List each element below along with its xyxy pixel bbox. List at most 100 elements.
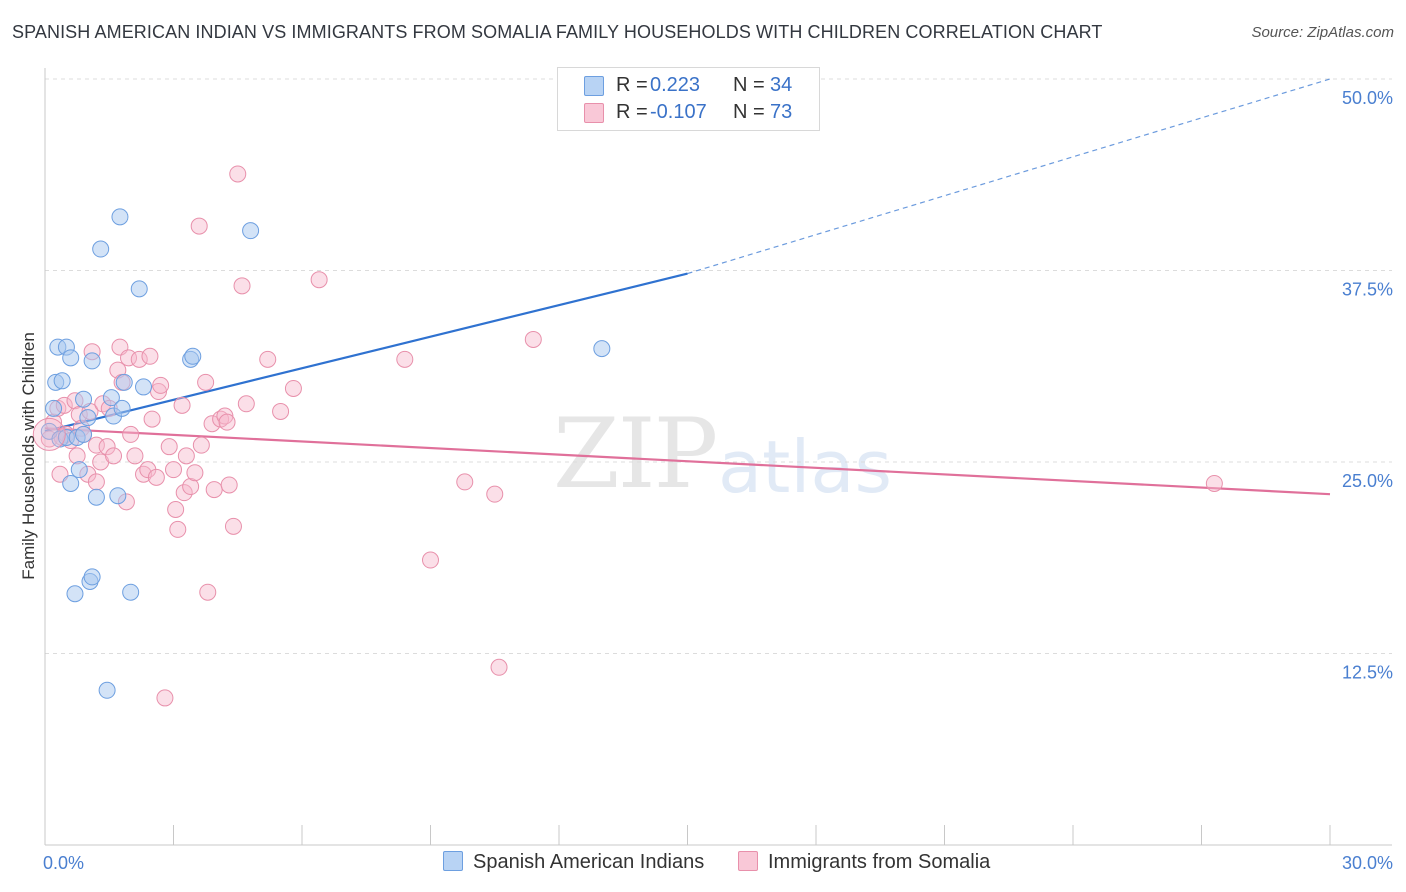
point-immigrants-from-somalia xyxy=(310,271,328,289)
point-immigrants-from-somalia xyxy=(224,517,242,535)
point-immigrants-from-somalia xyxy=(169,520,187,538)
n-label: N = xyxy=(733,74,765,96)
pink-swatch xyxy=(738,851,758,871)
legend-item-spanish-american-indians: Spanish American Indians xyxy=(443,851,704,874)
point-spanish-american-indians xyxy=(242,222,260,240)
point-spanish-american-indians xyxy=(184,347,202,365)
point-immigrants-from-somalia xyxy=(259,350,277,368)
point-immigrants-from-somalia xyxy=(220,476,238,494)
point-immigrants-from-somalia xyxy=(120,349,138,367)
point-spanish-american-indians xyxy=(79,409,97,427)
point-immigrants-from-somalia xyxy=(182,478,200,496)
point-immigrants-from-somalia xyxy=(98,438,116,456)
trend-line-immigrants-from-somalia xyxy=(44,427,1331,496)
point-spanish-american-indians xyxy=(593,340,611,358)
point-cluster xyxy=(32,417,66,451)
point-immigrants-from-somalia xyxy=(156,689,174,707)
point-immigrants-from-somalia xyxy=(147,468,165,486)
point-immigrants-from-somalia xyxy=(237,395,255,413)
pink-swatch xyxy=(584,103,604,123)
blue-swatch xyxy=(443,851,463,871)
axis-labels: 12.5% 25.0% 37.5% 50.0% 0.0% 30.0% Family Hous… xyxy=(19,88,1393,873)
y-tick-label: 12.5% xyxy=(1342,663,1393,683)
watermark-zip: ZIP xyxy=(553,398,718,510)
point-immigrants-from-somalia xyxy=(197,373,215,391)
point-spanish-american-indians xyxy=(92,240,110,258)
axes xyxy=(44,68,1392,846)
point-immigrants-from-somalia xyxy=(422,551,439,569)
point-immigrants-from-somalia xyxy=(205,481,223,499)
point-immigrants-from-somalia xyxy=(192,436,210,454)
point-immigrants-from-somalia xyxy=(87,436,105,454)
point-spanish-american-indians xyxy=(115,373,133,391)
n-value: 34 xyxy=(770,74,793,96)
n-value: 73 xyxy=(770,101,793,123)
point-spanish-american-indians xyxy=(122,583,140,601)
r-value: -0.107 xyxy=(650,101,707,123)
point-immigrants-from-somalia xyxy=(122,425,140,443)
point-spanish-american-indians xyxy=(70,461,88,479)
series-legend: Spanish American Indians Immigrants from… xyxy=(0,851,1406,879)
trend-line-extension xyxy=(687,78,1331,275)
point-immigrants-from-somalia xyxy=(1205,474,1223,492)
point-spanish-american-indians xyxy=(75,390,93,408)
point-spanish-american-indians xyxy=(75,425,93,443)
x-tick-label: 0.0% xyxy=(43,853,84,873)
source-credit: Source: ZipAtlas.com xyxy=(1251,24,1394,41)
correlation-legend: R = 0.223 N = 34 R = -0.107 N = 73 xyxy=(557,67,820,131)
point-spanish-american-indians xyxy=(83,352,101,370)
point-spanish-american-indians xyxy=(111,208,129,226)
point-immigrants-from-somalia xyxy=(160,438,178,456)
point-immigrants-from-somalia xyxy=(186,464,204,482)
point-immigrants-from-somalia xyxy=(218,413,236,431)
r-label: R = xyxy=(616,74,648,96)
chart-title: SPANISH AMERICAN INDIAN VS IMMIGRANTS FR… xyxy=(12,22,1103,42)
trend-lines xyxy=(44,78,1331,496)
point-spanish-american-indians xyxy=(130,280,148,298)
point-immigrants-from-somalia xyxy=(486,485,504,503)
point-immigrants-from-somalia xyxy=(199,583,217,601)
point-spanish-american-indians xyxy=(53,372,71,390)
legend-item-immigrants-from-somalia: Immigrants from Somalia xyxy=(738,851,990,874)
point-immigrants-from-somalia xyxy=(272,402,290,420)
point-spanish-american-indians xyxy=(98,681,116,699)
point-spanish-american-indians xyxy=(87,488,105,506)
y-tick-label: 37.5% xyxy=(1342,280,1393,300)
point-immigrants-from-somalia xyxy=(167,500,185,518)
legend-label: Spanish American Indians xyxy=(473,851,705,873)
point-immigrants-from-somalia xyxy=(284,379,302,397)
data-points xyxy=(32,165,1223,707)
point-immigrants-from-somalia xyxy=(203,415,221,433)
point-spanish-american-indians xyxy=(135,378,153,396)
point-spanish-american-indians xyxy=(66,585,84,603)
r-value: 0.223 xyxy=(650,74,701,96)
y-tick-label: 50.0% xyxy=(1342,88,1393,108)
point-immigrants-from-somalia xyxy=(126,447,144,465)
point-spanish-american-indians xyxy=(62,349,80,367)
n-label: N = xyxy=(733,101,765,123)
point-immigrants-from-somalia xyxy=(233,277,251,295)
x-tick-label: 30.0% xyxy=(1342,853,1393,873)
point-immigrants-from-somalia xyxy=(105,447,123,465)
point-immigrants-from-somalia xyxy=(396,350,414,368)
blue-swatch xyxy=(584,76,604,96)
point-immigrants-from-somalia xyxy=(524,330,542,348)
gridlines xyxy=(45,78,1392,654)
r-label: R = xyxy=(616,101,648,123)
point-immigrants-from-somalia xyxy=(175,484,193,502)
y-tick-label: 25.0% xyxy=(1342,471,1393,491)
point-immigrants-from-somalia xyxy=(456,473,474,491)
point-immigrants-from-somalia xyxy=(173,396,191,414)
point-spanish-american-indians xyxy=(62,474,80,492)
point-spanish-american-indians xyxy=(109,487,127,505)
point-spanish-american-indians xyxy=(83,568,101,586)
point-immigrants-from-somalia xyxy=(190,217,208,235)
point-immigrants-from-somalia xyxy=(141,347,159,365)
point-immigrants-from-somalia xyxy=(177,447,195,465)
point-immigrants-from-somalia xyxy=(130,350,148,368)
point-spanish-american-indians xyxy=(45,399,63,417)
y-axis-label: Family Households with Children xyxy=(19,332,38,580)
trend-line-spanish-american-indians xyxy=(44,272,688,433)
point-immigrants-from-somalia xyxy=(165,461,182,479)
